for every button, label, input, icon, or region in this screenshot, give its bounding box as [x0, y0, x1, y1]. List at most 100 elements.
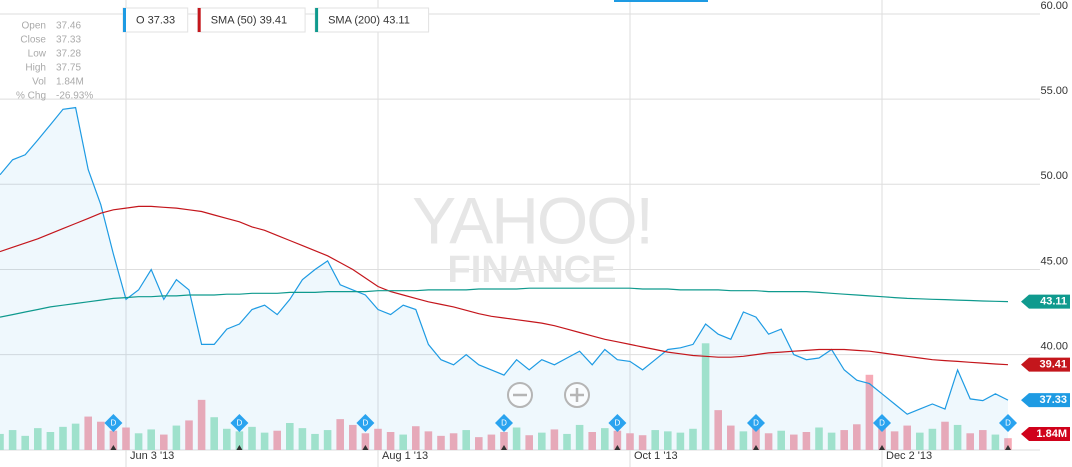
event-marker	[999, 414, 1017, 432]
event-pointer	[236, 445, 243, 450]
volume-bar	[588, 432, 596, 450]
volume-bar	[311, 433, 319, 450]
volume-bar	[71, 423, 80, 450]
info-label: Low	[28, 49, 47, 60]
volume-bar	[853, 424, 861, 450]
last-value-tag-shape	[1021, 357, 1070, 372]
volume-bar	[966, 433, 974, 450]
volume-bar	[890, 431, 899, 450]
y-tick-label: 60.00	[1040, 0, 1068, 12]
watermark-layer: YAHOO!FINANCE	[412, 183, 654, 291]
volume-bar	[109, 430, 118, 450]
event-label: D	[753, 419, 759, 428]
legend-swatch[interactable]	[315, 8, 319, 32]
volume-bar	[235, 431, 244, 450]
volume-bar	[701, 343, 710, 450]
volume-bar	[97, 421, 105, 450]
info-label: Close	[20, 35, 46, 46]
info-value: 1.84M	[56, 77, 84, 88]
volume-bar	[941, 421, 949, 450]
volume-bar	[185, 420, 193, 450]
last-value-tag: 43.11	[1040, 296, 1067, 308]
volume-bar	[764, 433, 773, 450]
volume-bar	[122, 427, 130, 450]
event-marker	[356, 414, 375, 432]
volume-bar	[46, 432, 55, 450]
x-tick-label: Dec 2 '13	[886, 450, 932, 462]
volume-bar	[714, 410, 722, 450]
volume-bar	[298, 428, 307, 450]
series-line	[0, 106, 1009, 415]
volume-bar	[563, 433, 571, 450]
event-pointer	[879, 445, 885, 450]
legend-box[interactable]	[314, 7, 430, 33]
last-value-tag: 39.41	[1039, 359, 1067, 371]
legend-label[interactable]: O 37.33	[136, 14, 175, 26]
price-area	[0, 107, 1008, 450]
event-marker	[495, 414, 513, 432]
volume-bar	[752, 428, 760, 450]
volume-bar	[727, 425, 735, 450]
x-tick-label: Aug 1 '13	[382, 450, 428, 462]
event-label: D	[237, 419, 243, 428]
series-line	[0, 287, 1009, 318]
volume-bar	[462, 430, 470, 450]
volume-bar	[59, 426, 67, 450]
volume-bar	[676, 432, 685, 450]
legend-swatch[interactable]	[197, 8, 201, 32]
volume-bar	[223, 428, 231, 450]
event-pointer	[1005, 445, 1011, 450]
legend-box[interactable]	[197, 7, 306, 33]
volume-bar	[487, 434, 496, 450]
event-label: D	[501, 419, 507, 428]
volume-bar	[638, 435, 647, 450]
volume-bar	[160, 434, 168, 450]
info-label: Vol	[32, 77, 46, 88]
volume-bar	[626, 433, 634, 450]
volume-bar	[903, 425, 911, 450]
zoom-in-button[interactable]	[564, 382, 590, 408]
volume-bar	[525, 435, 533, 450]
volume-bar	[538, 432, 546, 450]
last-value-tag-shape	[1021, 393, 1070, 408]
info-value: 37.46	[56, 21, 81, 32]
event-label: D	[615, 419, 621, 428]
volume-bar	[374, 428, 382, 450]
volume-bar	[777, 430, 785, 450]
volume-bar	[664, 431, 672, 450]
volume-bar	[412, 426, 420, 450]
info-value: -26.93%	[56, 91, 93, 102]
info-label: High	[25, 63, 46, 74]
volume-bar	[323, 430, 332, 450]
event-pointer	[362, 445, 369, 450]
x-tick-label: Jun 3 '13	[130, 450, 174, 462]
volume-tag: 1.84M	[1036, 428, 1067, 440]
volume-bar	[865, 374, 874, 450]
volume-bar	[827, 432, 836, 450]
volume-bar	[34, 428, 42, 450]
volume-bar	[689, 428, 697, 450]
zoom-out-button[interactable]	[507, 382, 533, 408]
info-value: 37.28	[56, 49, 81, 60]
legend-label[interactable]: SMA (50) 39.41	[211, 14, 287, 26]
volume-bar	[386, 432, 395, 450]
volume-bar	[928, 428, 937, 450]
y-tick-label: 45.00	[1040, 255, 1068, 267]
volume-bar	[437, 435, 445, 450]
legend-swatch[interactable]	[123, 8, 126, 32]
volume-bar	[601, 428, 609, 450]
series-line	[0, 205, 1009, 366]
volume-bar	[134, 433, 143, 450]
overlay-layer: 40.00 45.00 50.00 55.00 60.00 Jun 3 '13 Aug 1 …	[16, 0, 1070, 462]
event-pointer	[614, 445, 621, 450]
volume-bar	[0, 433, 4, 450]
volume-bar	[475, 437, 483, 450]
volume-bar	[210, 417, 218, 450]
legend-label[interactable]: SMA (200) 43.11	[328, 14, 410, 26]
event-pointer	[753, 445, 759, 450]
event-pointer	[501, 445, 507, 450]
volume-bar	[424, 431, 433, 450]
volume-bar	[651, 430, 659, 450]
volume-bar	[916, 432, 924, 450]
volume-bar	[613, 430, 622, 450]
